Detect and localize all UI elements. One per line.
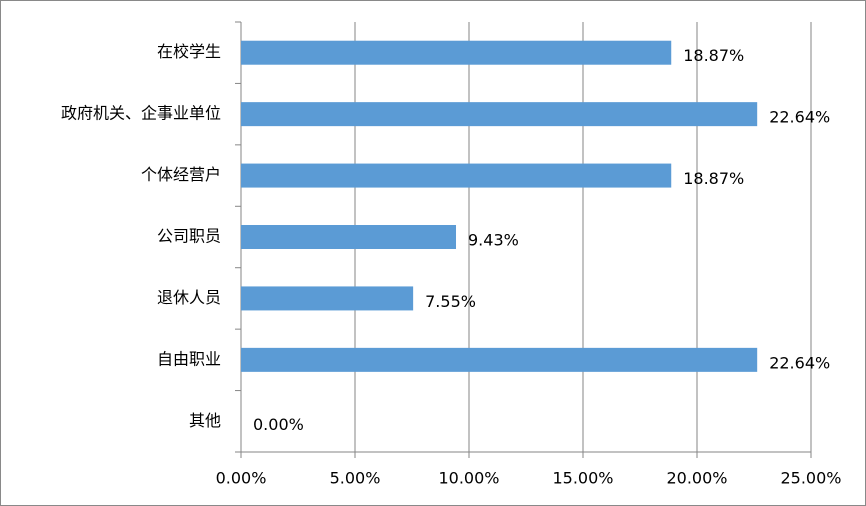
- y-tick-label: 自由职业: [157, 349, 221, 368]
- value-label: 0.00%: [253, 415, 304, 434]
- x-tick-label: 25.00%: [780, 469, 841, 488]
- y-tick-label: 公司职员: [157, 227, 221, 246]
- x-tick-label: 20.00%: [666, 469, 727, 488]
- bar: [241, 102, 758, 127]
- value-label: 22.64%: [769, 353, 830, 372]
- value-label: 22.64%: [769, 108, 830, 127]
- y-tick-label: 退休人员: [157, 288, 221, 307]
- value-label: 18.87%: [683, 46, 744, 65]
- x-tick-label: 15.00%: [552, 469, 613, 488]
- value-label: 18.87%: [683, 169, 744, 188]
- value-label: 9.43%: [468, 231, 519, 250]
- value-label: 7.55%: [425, 292, 476, 311]
- y-tick-label: 政府机关、企事业单位: [61, 104, 221, 123]
- x-tick-label: 5.00%: [330, 469, 381, 488]
- bar: [241, 163, 672, 188]
- y-tick-label: 在校学生: [157, 42, 221, 61]
- y-tick-label: 个体经营户: [141, 165, 221, 184]
- bar: [241, 286, 414, 311]
- x-tick-label: 0.00%: [216, 469, 267, 488]
- bar: [241, 225, 457, 249]
- bar: [241, 347, 758, 372]
- bar: [241, 40, 672, 65]
- x-tick-label: 10.00%: [438, 469, 499, 488]
- y-tick-label: 其他: [189, 411, 221, 430]
